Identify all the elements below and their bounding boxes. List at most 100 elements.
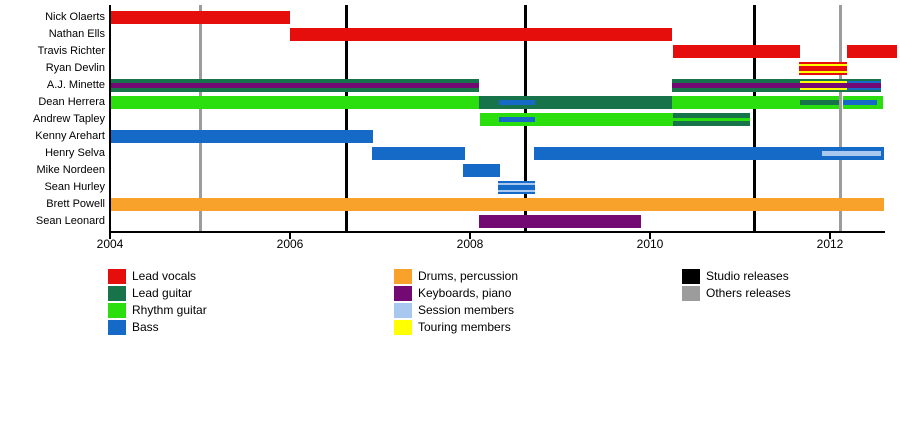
timeline-bar-a-j-minette-lead_guitar [847, 79, 882, 92]
member-name-andrew-tapley: Andrew Tapley [33, 113, 105, 125]
legend-label-touring: Touring members [418, 320, 511, 334]
axis-tick-2006 [289, 233, 291, 239]
timeline-bar-sean-hurley-bass [497, 181, 535, 194]
legend-item-studio: Studio releases [682, 268, 900, 285]
timeline-bar-a-j-minette-lead_guitar [110, 79, 479, 92]
timeline-bar-dean-herrera-rhythm_guitar [671, 96, 840, 109]
legend-item-bass: Bass [108, 319, 348, 336]
axis-year-label-2012: 2012 [816, 237, 844, 251]
role-stripe-bass [843, 100, 877, 105]
y-axis-line [109, 5, 111, 233]
member-name-travis-richter: Travis Richter [37, 45, 105, 57]
legend-swatch-bass [108, 320, 126, 335]
member-name-brett-powell: Brett Powell [46, 198, 105, 210]
axis-year-label-2004: 2004 [96, 237, 124, 251]
legend-item-drums: Drums, percussion [394, 268, 634, 285]
timeline-bar-ryan-devlin-lead_vocals [799, 62, 848, 75]
overlay-stripe-touring [800, 81, 848, 83]
timeline-bar-a-j-minette-lead_guitar [671, 79, 801, 92]
timeline-bar-dean-herrera-rhythm_guitar [843, 96, 884, 109]
timeline-bar-henry-selva-bass [371, 147, 465, 160]
timeline-bar-brett-powell-drums [110, 198, 884, 211]
axis-tick-2004 [109, 233, 111, 239]
overlay-stripe-touring [799, 71, 848, 73]
overlay-stripe-session [497, 183, 535, 185]
role-stripe-keyboards [800, 83, 848, 88]
legend-swatch-touring [394, 320, 412, 335]
timeline-bar-travis-richter-lead_vocals [673, 45, 801, 58]
release-line-others [198, 5, 202, 232]
x-axis-line [109, 231, 885, 233]
axis-year-label-2010: 2010 [636, 237, 664, 251]
role-stripe-session [821, 151, 882, 156]
legend-label-lead_vocals: Lead vocals [132, 269, 197, 283]
overlay-stripe-bass [847, 81, 882, 83]
member-name-sean-leonard: Sean Leonard [35, 215, 105, 227]
timeline-bar-henry-selva-bass [533, 147, 884, 160]
timeline-bar-andrew-tapley-lead_guitar [673, 113, 750, 126]
legend-swatch-rhythm_guitar [108, 303, 126, 318]
release-line-studio [345, 5, 349, 232]
overlay-stripe-touring [800, 88, 848, 90]
legend-swatch-keyboards [394, 286, 412, 301]
legend-swatch-drums [394, 269, 412, 284]
legend-swatch-studio [682, 269, 700, 284]
legend-label-lead_guitar: Lead guitar [132, 286, 193, 300]
role-stripe-rhythm_guitar [673, 118, 750, 121]
role-stripe-bass [498, 100, 535, 105]
overlay-stripe-bass [847, 88, 882, 90]
legend-swatch-lead_vocals [108, 269, 126, 284]
member-name-kenny-arehart: Kenny Arehart [35, 130, 105, 142]
member-name-nathan-ells: Nathan Ells [48, 28, 105, 40]
timeline-bar-a-j-minette-lead_guitar [800, 79, 848, 92]
legend-label-studio: Studio releases [706, 269, 789, 283]
member-name-a-j-minette: A.J. Minette [46, 79, 105, 91]
timeline-bar-andrew-tapley-rhythm_guitar [479, 113, 674, 126]
timeline-bar-kenny-arehart-bass [110, 130, 373, 143]
role-stripe-keyboards [110, 83, 479, 88]
member-name-sean-hurley: Sean Hurley [44, 181, 105, 193]
timeline-bar-dean-herrera-rhythm_guitar [110, 96, 479, 109]
legend-item-lead_guitar: Lead guitar [108, 285, 348, 302]
overlay-stripe-session [497, 190, 535, 192]
legend-item-touring: Touring members [394, 319, 634, 336]
release-line-studio [752, 5, 756, 232]
legend-label-others: Others releases [706, 286, 791, 300]
legend-label-drums: Drums, percussion [418, 269, 519, 283]
axis-tick-2008 [469, 233, 471, 239]
timeline-bar-sean-leonard-keyboards [479, 215, 641, 228]
member-name-nick-olaerts: Nick Olaerts [45, 11, 105, 23]
role-stripe-keyboards [671, 83, 801, 88]
timeline-bar-nathan-ells-lead_vocals [290, 28, 672, 41]
legend-item-keyboards: Keyboards, piano [394, 285, 634, 302]
legend-label-rhythm_guitar: Rhythm guitar [132, 303, 207, 317]
legend-item-rhythm_guitar: Rhythm guitar [108, 302, 348, 319]
legend-item-session: Session members [394, 302, 634, 319]
timeline-bar-mike-nordeen-bass [462, 164, 500, 177]
overlay-stripe-touring [799, 64, 848, 66]
release-line-others [839, 5, 843, 232]
legend-swatch-lead_guitar [108, 286, 126, 301]
legend-swatch-others [682, 286, 700, 301]
member-name-dean-herrera: Dean Herrera [38, 96, 105, 108]
timeline-bar-dean-herrera-lead_guitar [479, 96, 672, 109]
timeline-bar-travis-richter-lead_vocals [847, 45, 897, 58]
axis-tick-2010 [649, 233, 651, 239]
member-name-ryan-devlin: Ryan Devlin [45, 62, 105, 74]
role-stripe-lead_guitar [800, 100, 840, 105]
legend-label-keyboards: Keyboards, piano [418, 286, 512, 300]
timeline-bar-nick-olaerts-lead_vocals [110, 11, 290, 24]
role-stripe-bass [498, 117, 535, 122]
legend-label-bass: Bass [132, 320, 159, 334]
member-name-mike-nordeen: Mike Nordeen [36, 164, 105, 176]
legend-item-others: Others releases [682, 285, 900, 302]
legend-item-lead_vocals: Lead vocals [108, 268, 348, 285]
role-stripe-keyboards [847, 83, 882, 88]
member-name-henry-selva: Henry Selva [45, 147, 105, 159]
legend-swatch-session [394, 303, 412, 318]
legend-label-session: Session members [418, 303, 515, 317]
axis-year-label-2006: 2006 [276, 237, 304, 251]
axis-year-label-2008: 2008 [456, 237, 484, 251]
axis-tick-2012 [829, 233, 831, 239]
